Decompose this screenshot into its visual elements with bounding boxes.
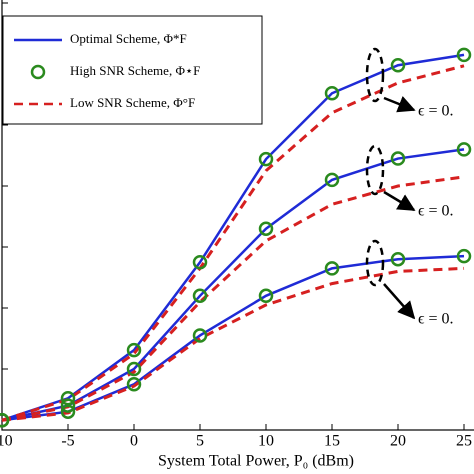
marker [0, 412, 10, 428]
marker [192, 288, 208, 304]
plot-area [0, 0, 474, 431]
arrow [383, 283, 416, 320]
marker [126, 361, 142, 377]
legend-marker [30, 64, 46, 80]
marker [126, 377, 142, 392]
marker [258, 288, 274, 304]
ellipse [365, 47, 385, 103]
x-tick-label: 5 [196, 433, 204, 450]
line [1, 175, 465, 422]
marker [60, 404, 76, 419]
line [1, 148, 465, 422]
x-tick-label: 15 [324, 433, 340, 450]
x-tick-label: 20 [390, 433, 406, 450]
marker [192, 255, 208, 270]
marker [324, 86, 340, 101]
x-tick-label: 10 [258, 433, 274, 450]
ellipse [365, 144, 385, 196]
legend-label: Optimal Scheme, Φ*F [70, 31, 187, 46]
marker [126, 342, 142, 358]
frame [1, 0, 474, 431]
x-tick-label: 0 [130, 433, 138, 450]
legend-label: Low SNR Scheme, Φ°F [70, 95, 195, 110]
marker [192, 328, 208, 343]
marker [60, 391, 76, 406]
legend-box [2, 15, 263, 125]
legend-label: High SNR Scheme, Φ⋆F [70, 63, 200, 78]
annotation: ϵ = 0. [418, 103, 454, 120]
marker [258, 151, 274, 167]
legend: Optimal Scheme, Φ*F High SNR Scheme, Φ⋆F L… [2, 15, 263, 125]
x-tick-label: -10 [0, 433, 13, 450]
marker [258, 221, 274, 236]
marker [390, 151, 406, 166]
line [1, 266, 465, 422]
marker [456, 142, 472, 157]
x-axis-label: System Total Power, P₀ (dBm) [158, 453, 354, 470]
marker [456, 47, 472, 63]
annotation: ϵ = 0. [418, 311, 454, 328]
arrow [383, 190, 416, 212]
ellipse [365, 239, 385, 287]
arrow [383, 96, 416, 113]
marker [456, 248, 472, 264]
x-tick-label: -5 [61, 433, 74, 450]
marker [324, 172, 340, 188]
annotation: ϵ = 0. [418, 203, 454, 220]
marker [60, 398, 76, 413]
marker [390, 57, 406, 73]
x-tick-label: 25 [456, 433, 472, 450]
marker [390, 251, 406, 267]
line [1, 64, 465, 422]
annotation-shapes [365, 47, 416, 320]
marker [324, 261, 340, 276]
